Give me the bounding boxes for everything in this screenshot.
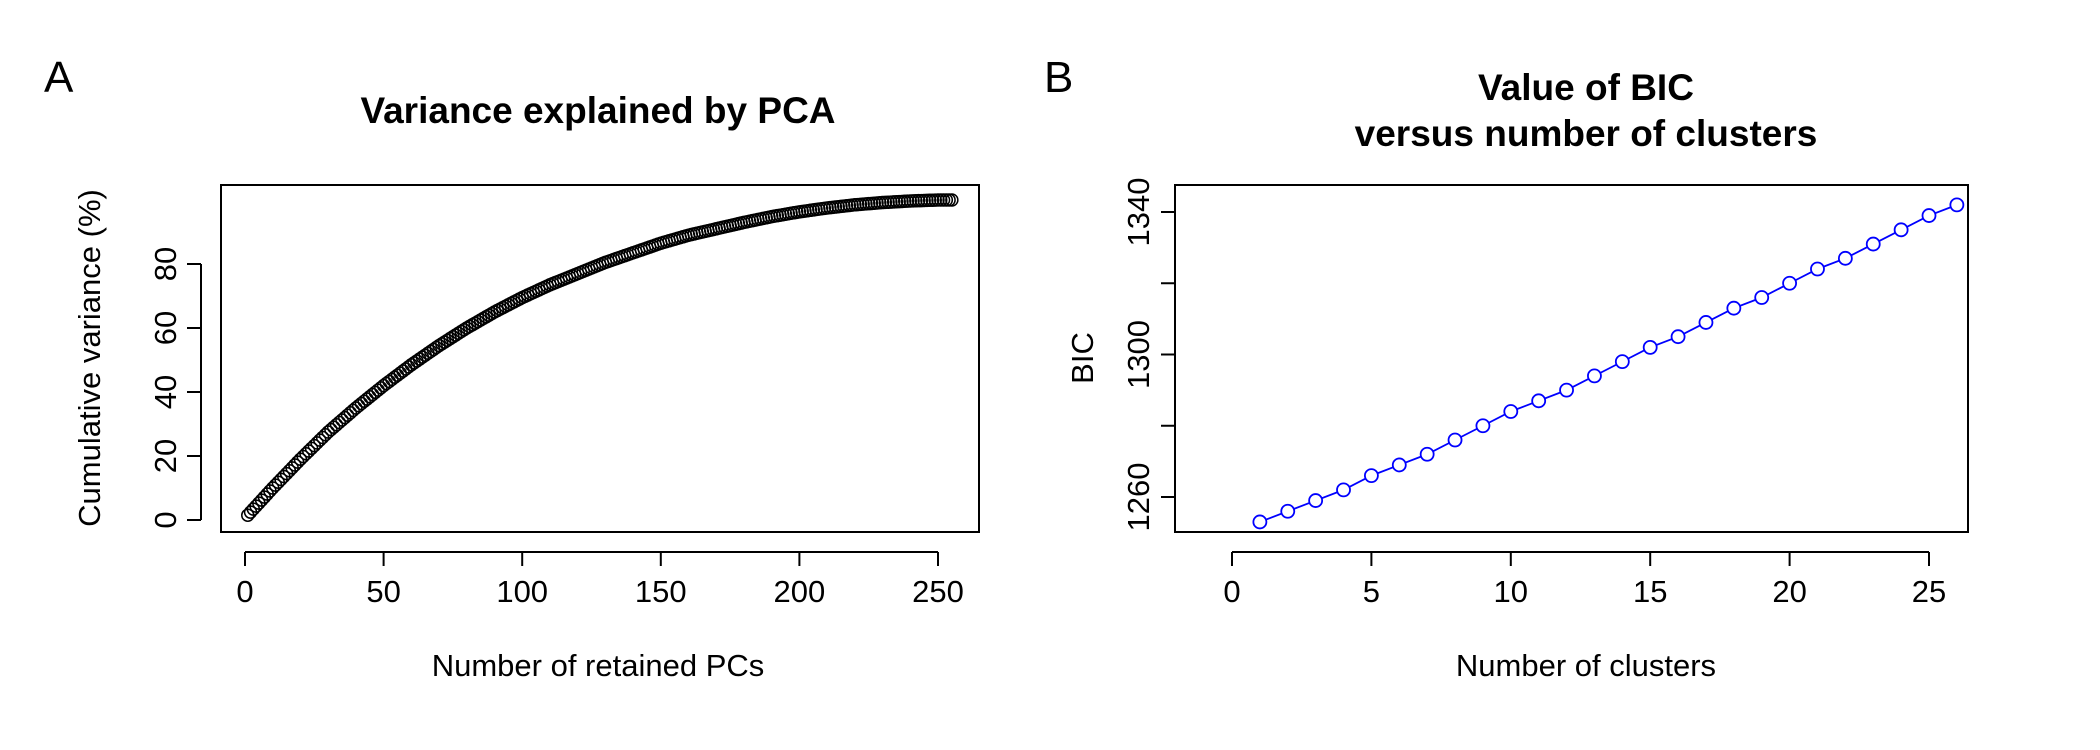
panel-b-point <box>1614 354 1630 370</box>
panel-a-y-axis-label: Cumulative variance (%) <box>72 189 107 527</box>
panel-b-point <box>1336 482 1351 498</box>
panel-b-point <box>1364 468 1379 484</box>
panel-a-x-axis-label: Number of retained PCs <box>432 648 765 683</box>
panel-b-point <box>1559 382 1574 398</box>
panel-b-x-tick-label: 15 <box>1633 574 1667 609</box>
panel-a-y-tick-label: 80 <box>148 247 183 281</box>
panel-a-y-tick-label: 20 <box>148 439 183 473</box>
panel-b-point <box>1308 493 1324 508</box>
panel-b-x-tick-label: 10 <box>1494 574 1528 609</box>
panel-b-point <box>1782 275 1797 291</box>
panel-a-plot-frame <box>220 184 980 533</box>
panel-b-point <box>1893 222 1909 238</box>
panel-b-plot-frame <box>1174 184 1969 533</box>
panel-a-y-tick-label: 60 <box>148 311 183 345</box>
panel-b-y-axis: 1260 1300 1340 <box>1121 178 1175 532</box>
panel-a-letter: A <box>44 53 74 102</box>
panel-b-title-line-2: versus number of clusters <box>1355 113 1818 154</box>
panel-b-point <box>1503 404 1519 419</box>
panel-b-point <box>1698 315 1714 330</box>
panel-b-point <box>1865 236 1881 252</box>
panel-a-point <box>945 193 959 207</box>
panel-a: A Variance explained by PCA 0 50 100 150 200… <box>44 53 980 683</box>
panel-a-y-axis: 0 20 40 60 80 <box>148 247 202 529</box>
panel-b-point <box>1670 329 1686 345</box>
panel-b-point <box>1837 250 1853 266</box>
panel-b-letter: B <box>1044 53 1073 102</box>
panel-b-point <box>1419 446 1435 462</box>
panel-a-x-tick-label: 100 <box>496 574 548 609</box>
panel-b-point <box>1447 432 1463 448</box>
panel-a-points <box>241 193 959 522</box>
panel-b-series <box>1252 197 1965 530</box>
panel-b-y-axis-label: BIC <box>1065 332 1100 384</box>
panel-b-y-tick-label: 1260 <box>1121 463 1156 532</box>
panel-b: B Value of BIC versus number of clusters… <box>1044 53 1969 683</box>
panel-a-x-tick-label: 200 <box>774 574 826 609</box>
panel-b-point <box>1949 197 1965 213</box>
panel-b-point <box>1921 208 1937 223</box>
panel-b-point <box>1754 290 1770 305</box>
panel-b-point <box>1810 261 1825 277</box>
panel-b-x-tick-label: 25 <box>1912 574 1946 609</box>
panel-a-title: Variance explained by PCA <box>360 90 835 131</box>
panel-b-x-axis: 0 5 10 15 20 25 <box>1223 551 1946 609</box>
panel-b-point <box>1252 514 1268 530</box>
panel-b-point <box>1642 339 1658 355</box>
panel-b-point <box>1280 503 1296 519</box>
panel-b-point <box>1531 393 1547 409</box>
panel-b-y-tick-label: 1340 <box>1121 178 1156 247</box>
panel-a-x-tick-label: 50 <box>366 574 400 609</box>
panel-b-point <box>1475 418 1491 434</box>
panel-b-x-tick-label: 5 <box>1363 574 1380 609</box>
panel-b-y-tick-label: 1300 <box>1121 320 1156 389</box>
panel-b-title-line-1: Value of BIC <box>1478 67 1694 108</box>
panel-a-x-tick-label: 0 <box>236 574 253 609</box>
panel-a-y-tick-label: 0 <box>148 511 183 528</box>
panel-b-x-tick-label: 0 <box>1223 574 1240 609</box>
panel-b-point <box>1587 368 1602 384</box>
panel-a-x-axis: 0 50 100 150 200 250 <box>236 551 964 609</box>
panel-b-point <box>1726 300 1742 316</box>
panel-b-x-axis-label: Number of clusters <box>1456 648 1716 683</box>
panel-b-x-tick-label: 20 <box>1772 574 1806 609</box>
panel-a-x-tick-label: 250 <box>912 574 964 609</box>
panel-a-x-tick-label: 150 <box>635 574 687 609</box>
panel-a-y-tick-label: 40 <box>148 375 183 409</box>
panel-b-point <box>1391 457 1407 473</box>
